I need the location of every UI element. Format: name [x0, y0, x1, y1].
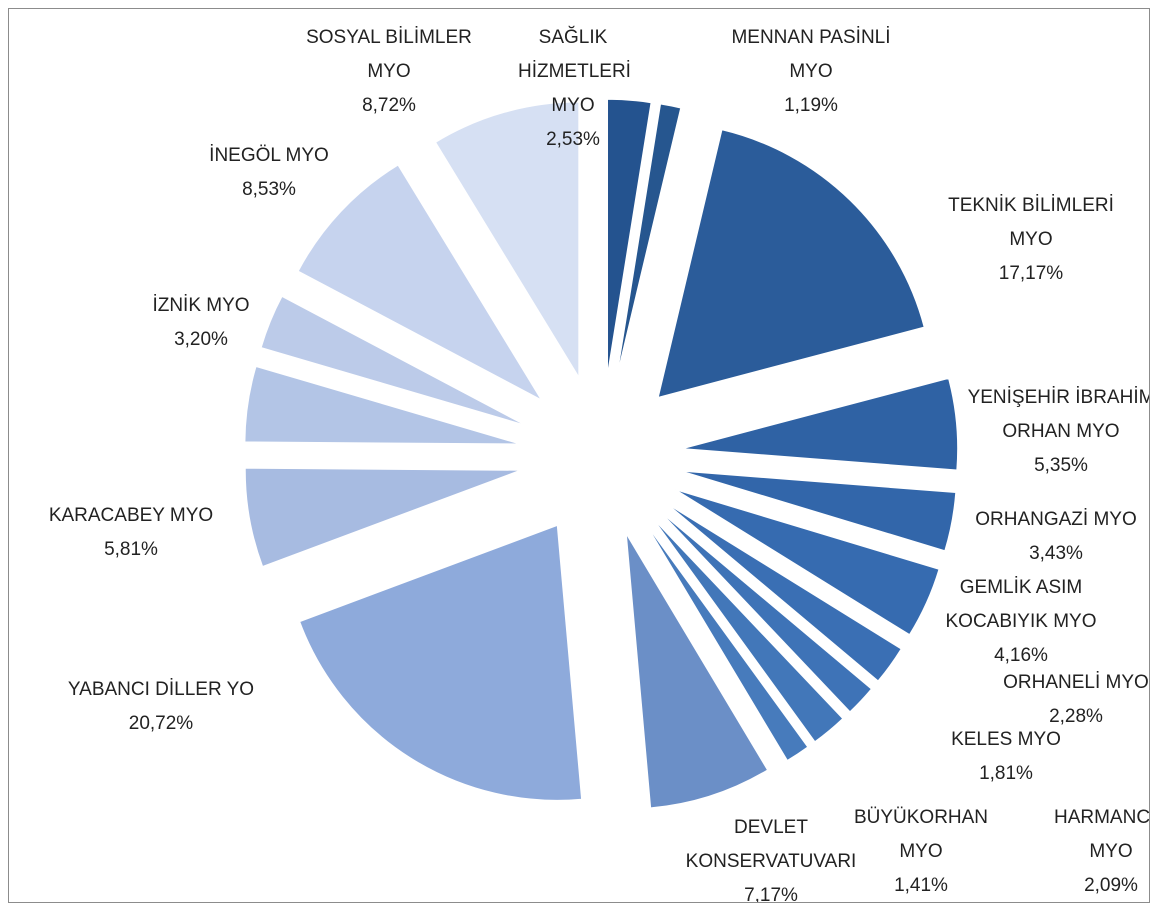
slice-label: MENNAN PASİNLİ MYO 1,19% [711, 21, 911, 123]
slice-label: GEMLİK ASIM KOCABIYIK MYO 4,16% [936, 571, 1106, 673]
value-label: 7,17% [744, 885, 798, 903]
category-label: SAĞLIK HİZMETLERİ MYO [518, 27, 631, 116]
pie-slice [260, 295, 526, 426]
value-label: 2,53% [546, 129, 600, 150]
pie-slice [616, 103, 682, 376]
slice-label: HARMANCIK MYO 2,09% [1046, 801, 1150, 902]
pie-slice [625, 533, 769, 809]
category-label: İZNİK MYO [152, 295, 250, 316]
pie-slice [299, 524, 583, 801]
pie-slice [675, 489, 940, 636]
pie-slice [653, 518, 844, 743]
category-label: HARMANCIK MYO [1053, 807, 1150, 862]
category-label: MENNAN PASİNLİ MYO [731, 27, 891, 82]
value-label: 1,41% [894, 875, 948, 896]
slice-label: BÜYÜKORHAN MYO 1,41% [851, 801, 991, 902]
category-label: GEMLİK ASIM KOCABIYIK MYO [945, 577, 1097, 632]
category-label: DEVLET KONSERVATUVARI [685, 817, 857, 872]
pie-slice [434, 101, 580, 379]
category-label: İNEGÖL MYO [209, 145, 329, 166]
value-label: 4,16% [994, 645, 1048, 666]
value-label: 3,43% [1029, 543, 1083, 564]
value-label: 2,09% [1084, 875, 1138, 896]
pie-slice [645, 524, 809, 762]
slice-label: YENİŞEHİR İBRAHİM ORHAN MYO 5,35% [946, 381, 1150, 483]
chart-frame: SAĞLIK HİZMETLERİ MYO 2,53% MENNAN PASİNLİ… [8, 8, 1150, 903]
pie-slice [244, 365, 521, 445]
category-label: ORHANGAZİ MYO [975, 509, 1137, 530]
category-label: BÜYÜKORHAN MYO [853, 807, 989, 862]
value-label: 8,72% [362, 95, 416, 116]
slice-label: İNEGÖL MYO 8,53% [184, 139, 354, 207]
value-label: 3,20% [174, 329, 228, 350]
pie-slice [607, 98, 652, 375]
category-label: YENİŞEHİR İBRAHİM ORHAN MYO [967, 387, 1150, 442]
category-label: TEKNİK BİLİMLERİ MYO [948, 195, 1114, 250]
value-label: 20,72% [128, 713, 194, 734]
value-label: 8,53% [242, 179, 296, 200]
pie-slice [657, 129, 925, 399]
slice-label: YABANCI DİLLER YO 20,72% [36, 673, 286, 741]
pie-slice [244, 467, 521, 568]
pie-slice [681, 470, 957, 552]
category-label: KELES MYO [951, 729, 1061, 750]
value-label: 17,17% [998, 263, 1064, 284]
slice-label: KELES MYO 1,81% [931, 723, 1081, 791]
pie-slice [660, 511, 873, 713]
pie-slice [297, 164, 543, 402]
value-label: 1,81% [979, 763, 1033, 784]
pie-slice [667, 503, 902, 682]
value-label: 5,81% [104, 539, 158, 560]
slice-label: SAĞLIK HİZMETLERİ MYO 2,53% [518, 21, 631, 157]
value-label: 2,28% [1049, 706, 1103, 727]
slice-label: TEKNİK BİLİMLERİ MYO 17,17% [931, 189, 1131, 291]
slice-label: SOSYAL BİLİMLER MYO 8,72% [289, 21, 489, 123]
category-label: KARACABEY MYO [48, 505, 214, 526]
category-label: SOSYAL BİLİMLER MYO [306, 27, 472, 82]
slice-label: DEVLET KONSERVATUVARI 7,17% [671, 811, 871, 903]
slice-label: ORHANGAZİ MYO 3,43% [956, 503, 1149, 571]
value-label: 5,35% [1034, 455, 1088, 476]
category-label: YABANCI DİLLER YO [67, 679, 255, 700]
slice-label: İZNİK MYO 3,20% [121, 289, 281, 357]
slice-label: ORHANELİ MYO 2,28% [986, 666, 1149, 734]
slice-label: KARACABEY MYO 5,81% [21, 499, 241, 567]
pie-slice [682, 377, 959, 471]
value-label: 1,19% [784, 95, 838, 116]
category-label: ORHANELİ MYO [1003, 672, 1149, 693]
chart [244, 98, 959, 809]
